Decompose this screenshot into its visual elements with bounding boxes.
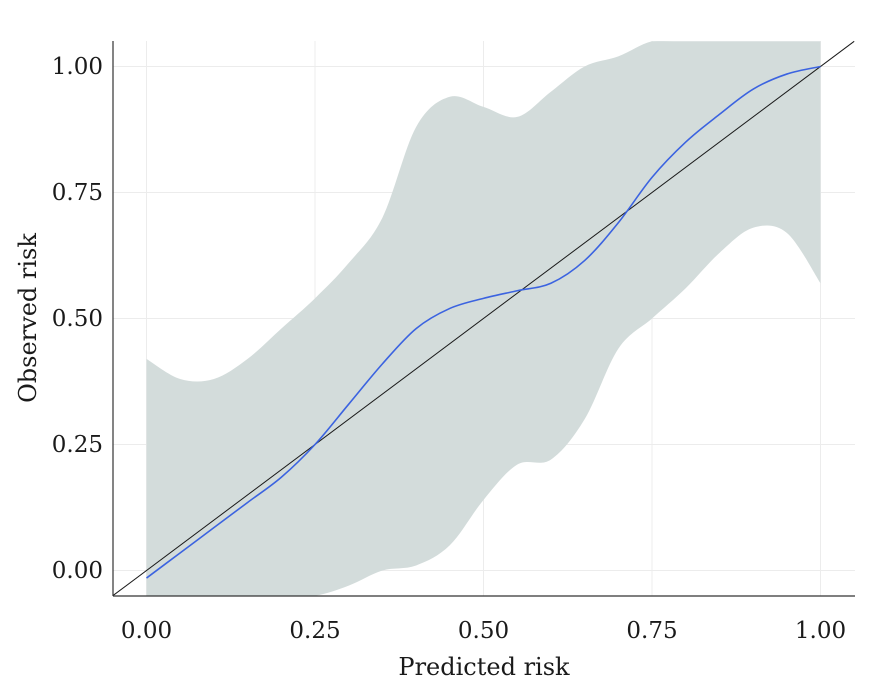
y-tick-label: 0.25 bbox=[52, 432, 103, 458]
y-tick-label: 0.00 bbox=[52, 558, 103, 584]
y-tick-label: 0.50 bbox=[52, 306, 103, 332]
x-tick-label: 0.50 bbox=[458, 618, 509, 644]
x-tick-label: 0.75 bbox=[626, 618, 677, 644]
y-axis-title: Observed risk bbox=[14, 233, 42, 403]
x-axis-title: Predicted risk bbox=[398, 653, 570, 681]
x-tick-label: 1.00 bbox=[795, 618, 846, 644]
reference-diagonal-line bbox=[112, 40, 855, 597]
x-tick-label: 0.25 bbox=[289, 618, 340, 644]
y-tick-label: 0.75 bbox=[52, 180, 103, 206]
y-tick-label: 1.00 bbox=[52, 54, 103, 80]
calibration-curve-line bbox=[146, 65, 821, 579]
x-tick-label: 0.00 bbox=[121, 618, 172, 644]
